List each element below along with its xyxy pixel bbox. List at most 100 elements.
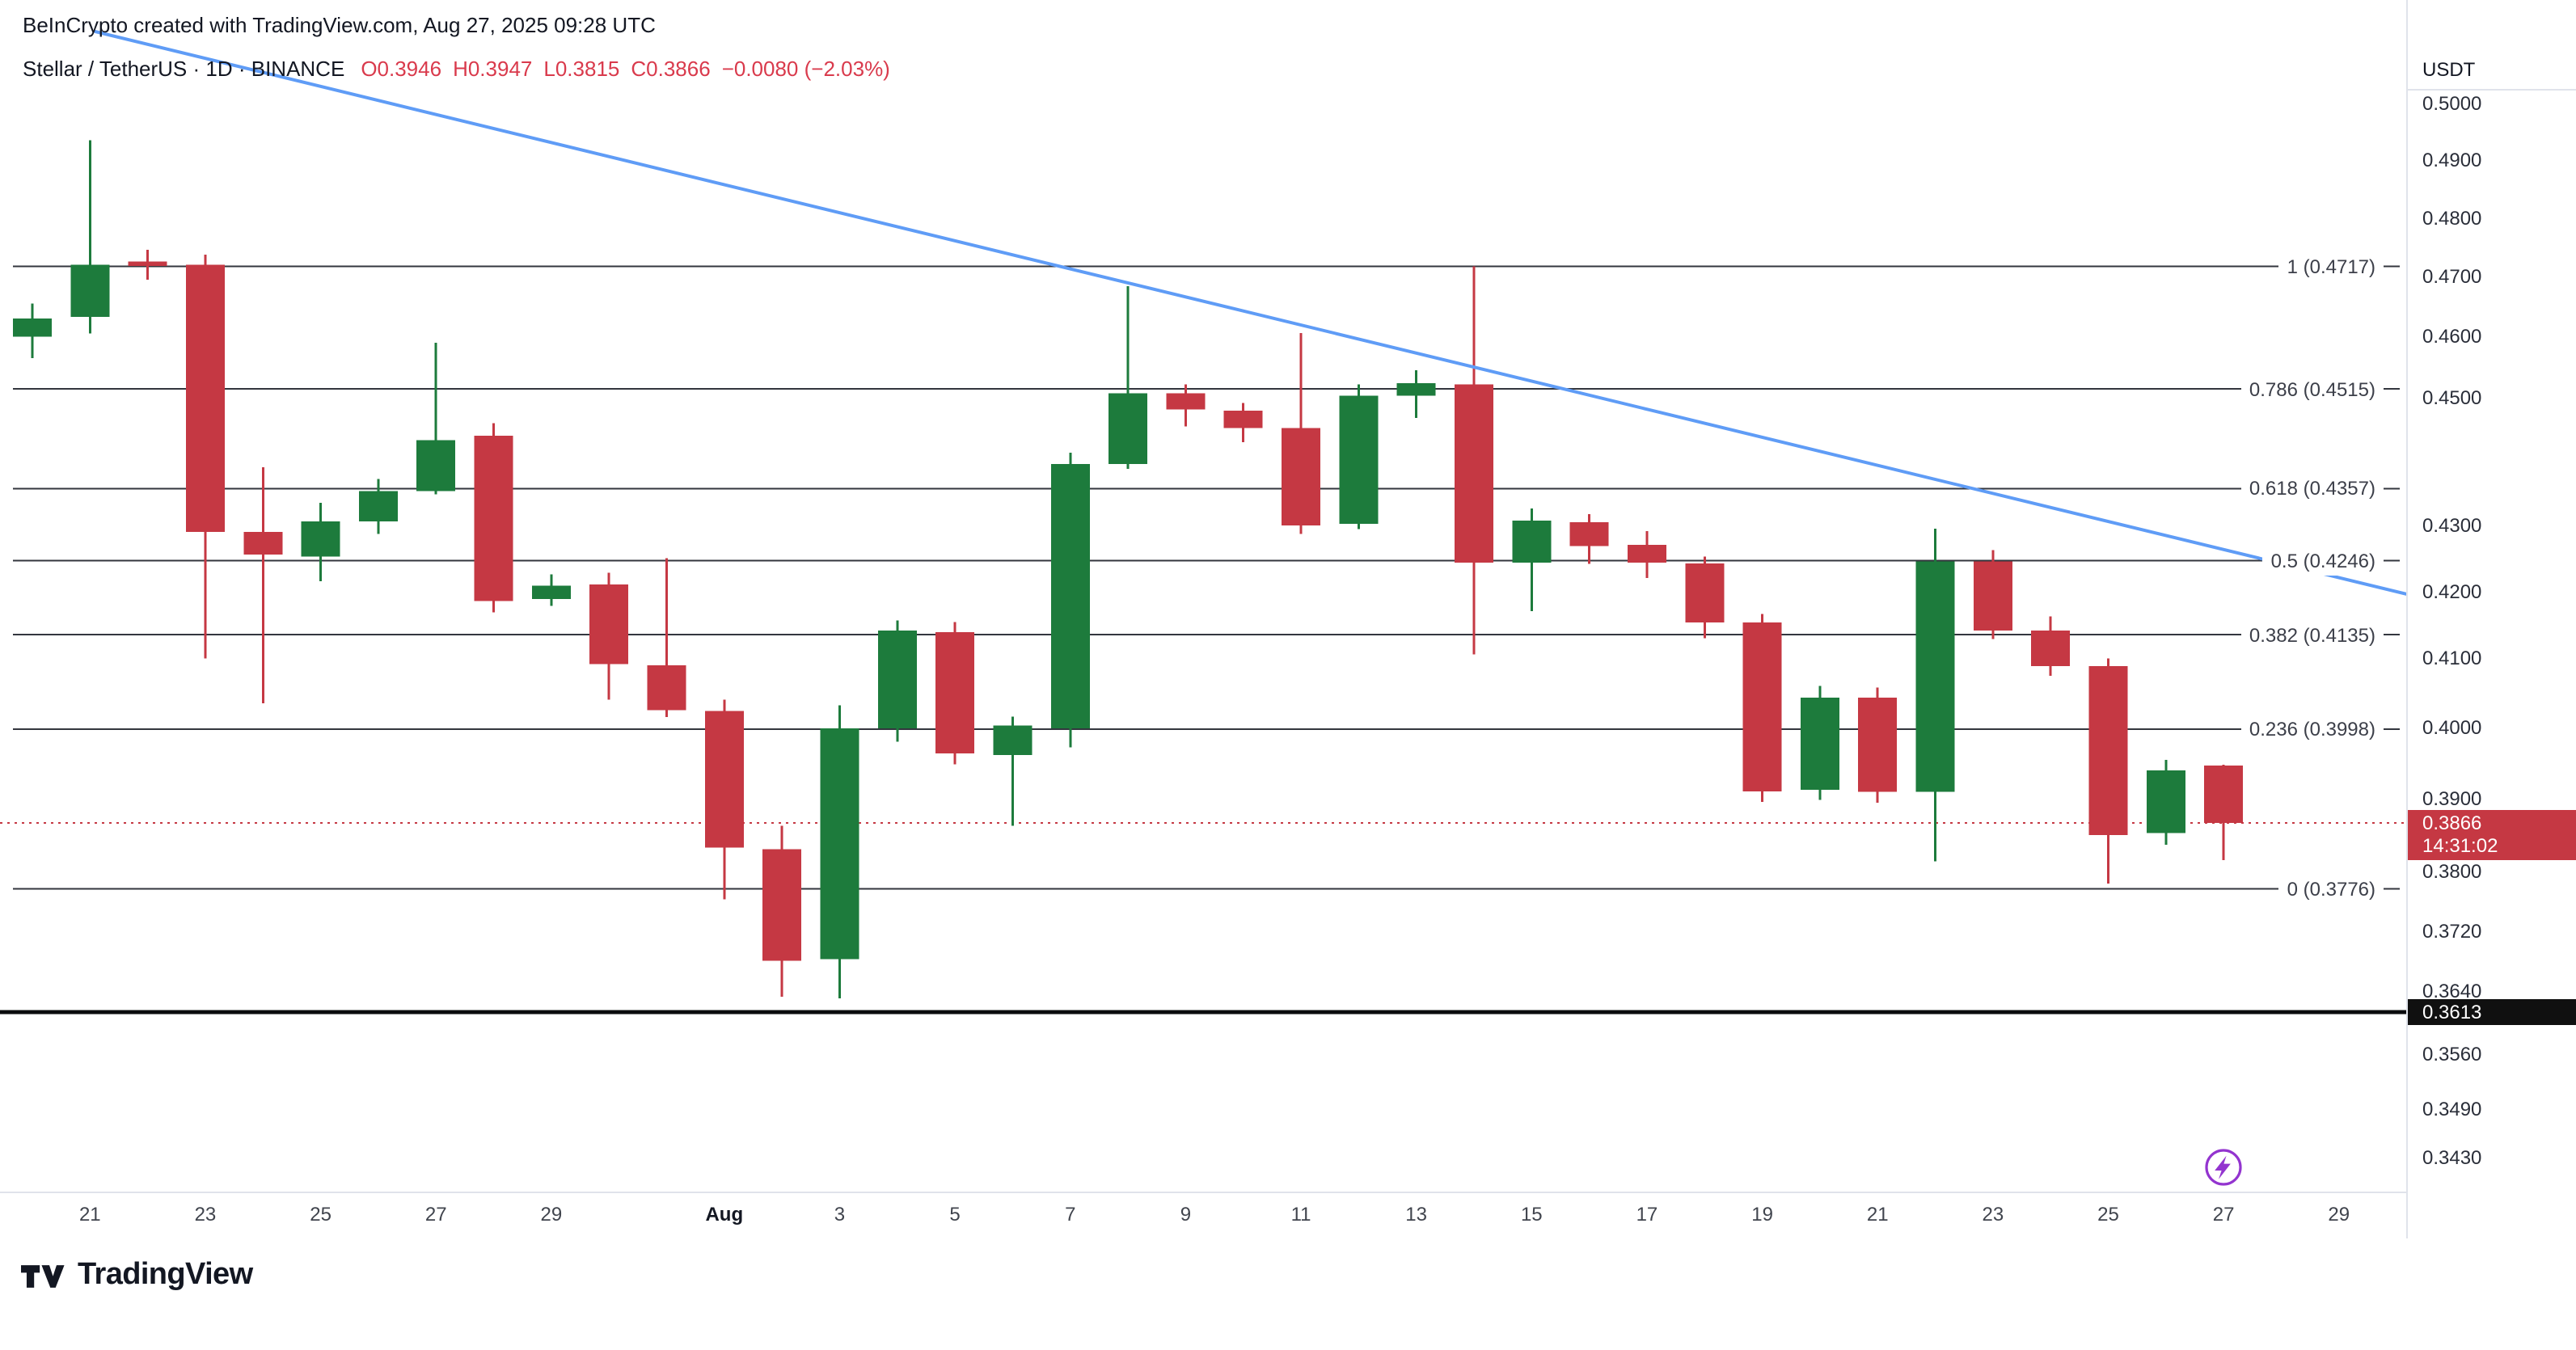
candle	[1223, 403, 1263, 442]
candle	[1742, 614, 1782, 803]
candle	[474, 423, 513, 613]
time-tick-label: 15	[1520, 1203, 1543, 1226]
price-tick-label: 0.4900	[2422, 148, 2482, 171]
candles-layer	[13, 140, 2244, 998]
price-tick-label: 0.4500	[2422, 386, 2482, 410]
time-tick-label: 23	[194, 1203, 217, 1226]
candle	[1455, 266, 1493, 655]
candle	[185, 254, 225, 659]
price-axis[interactable]: USDT 0.3866 14:31:02 0.3613 0.5000 0.4900…	[2406, 0, 2576, 1238]
candlestick-chart[interactable]	[0, 0, 2406, 1238]
candle	[1050, 453, 1090, 748]
price-tick-label: 0.3560	[2422, 1042, 2482, 1065]
time-tick-label: 7	[1065, 1203, 1076, 1226]
price-tick-label: 0.4800	[2422, 206, 2482, 230]
price-tick-label: 0.4200	[2422, 580, 2482, 603]
symbol-legend: Stellar / TetherUS · 1D · BINANCE O0.3946…	[23, 55, 902, 84]
price-tick-label: 0.3430	[2422, 1145, 2482, 1169]
time-tick-label: 27	[424, 1203, 447, 1226]
time-tick-label: Aug	[705, 1203, 744, 1226]
candle	[1339, 384, 1379, 529]
axis-divider	[2408, 89, 2576, 91]
lightning-marker-icon[interactable]	[2201, 1145, 2246, 1190]
price-tick-label: 0.4700	[2422, 265, 2482, 289]
time-tick-label: 13	[1405, 1203, 1427, 1226]
time-tick-label: 21	[1866, 1203, 1889, 1226]
price-tick-label: 0.4300	[2422, 513, 2482, 537]
tradingview-logo[interactable]: TradingView	[21, 1258, 253, 1293]
descending-trendline[interactable]	[94, 30, 2406, 596]
ohlc-close: C0.3866	[631, 57, 711, 81]
candle	[2088, 658, 2128, 884]
price-tick-label: 0.3640	[2422, 980, 2482, 1003]
fib-retracement-lines[interactable]	[13, 265, 2400, 890]
candle	[243, 467, 283, 703]
time-tick-label: 9	[1180, 1203, 1192, 1226]
candle	[589, 572, 629, 700]
current-price-value: 0.3866	[2422, 811, 2482, 834]
candle	[1569, 514, 1609, 564]
candle	[531, 574, 571, 606]
key-level-badge: 0.3613	[2408, 999, 2576, 1026]
time-tick-label: 25	[310, 1203, 332, 1226]
candle	[1282, 332, 1321, 534]
price-tick-label: 0.4100	[2422, 647, 2482, 670]
countdown-timer: 14:31:02	[2422, 833, 2498, 857]
candle	[2204, 765, 2244, 860]
price-tick-label: 0.3800	[2422, 859, 2482, 883]
candle	[1685, 556, 1725, 639]
time-tick-label: 29	[2328, 1203, 2350, 1226]
candle	[416, 343, 456, 495]
candle	[128, 250, 167, 280]
candle	[1627, 531, 1666, 578]
ohlc-change: −0.0080 (−2.03%)	[721, 57, 890, 81]
time-tick-label: 19	[1751, 1203, 1773, 1226]
time-tick-label: 29	[540, 1203, 563, 1226]
price-tick-label: 0.3900	[2422, 787, 2482, 810]
time-axis[interactable]: 21 23 25 27 29 Aug 3 5 7 9 11 13 15 17 19 21 23 25 27 29	[0, 1192, 2576, 1242]
candle	[1166, 384, 1206, 427]
current-price-badge: 0.3866 14:31:02	[2408, 809, 2576, 860]
candle	[13, 303, 52, 358]
candle	[70, 140, 110, 334]
candle	[935, 622, 975, 765]
symbol-title: Stellar / TetherUS · 1D · BINANCE	[23, 57, 345, 81]
candle	[877, 620, 917, 742]
price-tick-label: 0.3720	[2422, 919, 2482, 943]
ohlc-open: O0.3946	[361, 57, 442, 81]
time-tick-label: 25	[2097, 1203, 2119, 1226]
candle	[1396, 370, 1436, 419]
currency-label: USDT	[2422, 58, 2476, 81]
price-tick-label: 0.4000	[2422, 716, 2482, 740]
candle	[1800, 686, 1839, 800]
time-tick-label: 5	[949, 1203, 961, 1226]
candle	[2146, 760, 2185, 845]
ohlc-high: H0.3947	[453, 57, 533, 81]
ohlc-low: L0.3815	[543, 57, 620, 81]
candle	[1915, 528, 1955, 862]
time-tick-label: 23	[1982, 1203, 2004, 1226]
candle	[820, 705, 859, 998]
candle	[1109, 285, 1148, 469]
time-tick-label: 17	[1636, 1203, 1658, 1226]
price-tick-label: 0.3490	[2422, 1097, 2482, 1120]
price-tick-label: 0.5000	[2422, 92, 2482, 115]
time-tick-label: 11	[1290, 1203, 1311, 1226]
candle	[1512, 508, 1552, 612]
tradingview-logo-icon	[21, 1264, 65, 1287]
attribution-text: BeInCrypto created with TradingView.com,…	[23, 13, 656, 37]
candle	[1858, 687, 1898, 804]
candle	[762, 825, 802, 998]
candle	[647, 558, 686, 718]
time-tick-label: 3	[834, 1203, 846, 1226]
price-tick-label: 0.4600	[2422, 325, 2482, 348]
time-tick-label: 27	[2212, 1203, 2235, 1226]
candle	[301, 502, 340, 581]
tradingview-logo-text: TradingView	[78, 1258, 253, 1292]
candle	[358, 479, 398, 534]
chart-pane[interactable]: 1 (0.4717) 0.786 (0.4515) 0.618 (0.4357) 0.…	[0, 0, 2406, 1238]
time-tick-label: 21	[78, 1203, 101, 1226]
candle	[1973, 550, 2012, 639]
candle	[2031, 616, 2071, 676]
